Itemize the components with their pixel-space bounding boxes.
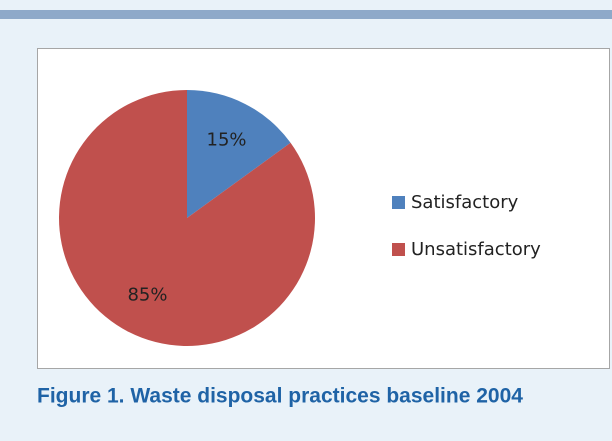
figure-caption: Figure 1. Waste disposal practices basel… <box>37 385 523 408</box>
legend-label: Satisfactory <box>411 192 519 213</box>
data-label: 85% <box>127 285 167 306</box>
pie-slice <box>58 90 315 347</box>
pie-slice <box>187 90 291 218</box>
chart: 15% 85% Satisfactory Unsatisfactory <box>58 90 541 347</box>
legend-label: Unsatisfactory <box>411 239 541 260</box>
legend-swatch <box>392 243 405 256</box>
legend-swatch <box>392 196 405 209</box>
data-label: 15% <box>207 129 247 150</box>
top-stripe <box>0 10 612 19</box>
